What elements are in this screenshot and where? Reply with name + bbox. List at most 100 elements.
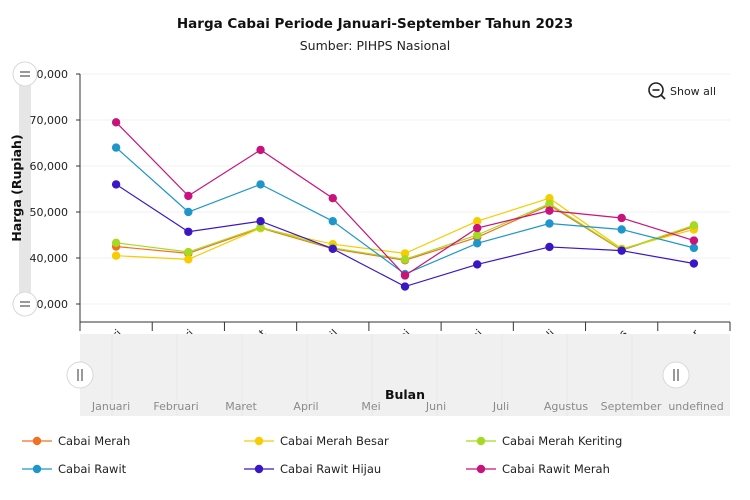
navigator-handle-icon xyxy=(677,369,679,381)
data-point[interactable] xyxy=(545,219,554,228)
y-tick-label: 50,000 xyxy=(30,206,69,219)
navigator-handle-icon xyxy=(673,369,675,381)
y-axis-ticks: 30,000 40,000 50,000 60,000 70,000 80,000 xyxy=(30,68,81,322)
legend-marker xyxy=(32,436,42,446)
data-point[interactable] xyxy=(545,199,554,208)
data-point[interactable] xyxy=(689,259,699,268)
data-point[interactable] xyxy=(111,251,121,260)
navigator-label: Juni xyxy=(425,400,446,413)
legend-marker xyxy=(254,464,264,474)
data-point[interactable] xyxy=(617,225,626,234)
data-point[interactable] xyxy=(184,247,193,257)
data-point[interactable] xyxy=(328,244,337,253)
legend-item[interactable]: Cabai Rawit xyxy=(22,462,127,476)
legend-label: Cabai Merah Besar xyxy=(280,434,389,448)
navigator-handle-right[interactable] xyxy=(662,361,690,389)
legend: Cabai Merah Cabai Merah Besar Cabai Merah … xyxy=(22,434,622,476)
legend-item[interactable]: Cabai Rawit Hijau xyxy=(244,462,381,476)
data-point[interactable] xyxy=(617,213,626,223)
y-tick-label: 80,000 xyxy=(30,68,69,81)
navigator-label: undefined xyxy=(668,400,723,413)
navigator-handle-icon xyxy=(81,369,83,381)
navigator-handle-left[interactable] xyxy=(66,361,94,389)
data-point[interactable] xyxy=(328,217,337,226)
slider-handle-icon xyxy=(20,75,30,77)
y-tick-label: 40,000 xyxy=(30,252,69,265)
navigator-band[interactable] xyxy=(80,334,730,416)
legend-marker xyxy=(254,436,264,446)
data-point[interactable] xyxy=(328,194,337,203)
slider-handle-icon xyxy=(20,305,30,307)
data-point[interactable] xyxy=(184,255,193,264)
zoom-out-icon xyxy=(648,82,666,100)
legend-item[interactable]: Cabai Merah Besar xyxy=(244,434,389,448)
data-point[interactable] xyxy=(689,243,699,253)
data-point[interactable] xyxy=(256,180,265,189)
data-point[interactable] xyxy=(617,246,626,255)
legend-label: Cabai Merah xyxy=(58,434,130,448)
navigator-label: Januari xyxy=(91,400,130,413)
data-point[interactable] xyxy=(256,222,265,232)
legend-marker xyxy=(476,436,486,446)
x-axis-title: Bulan xyxy=(385,387,425,402)
legend-marker xyxy=(476,464,486,474)
legend-item[interactable]: Cabai Merah xyxy=(22,434,130,448)
navigator-grid xyxy=(111,334,633,416)
chart-title: Harga Cabai Periode Januari-September Ta… xyxy=(177,16,573,32)
data-point[interactable] xyxy=(400,271,410,280)
legend-label: Cabai Rawit xyxy=(58,462,127,476)
y-tick-label: 30,000 xyxy=(30,298,69,311)
legend-marker xyxy=(32,464,42,474)
legend-label: Cabai Rawit Hijau xyxy=(280,462,381,476)
data-point[interactable] xyxy=(256,217,265,226)
data-point[interactable] xyxy=(689,221,699,230)
data-point[interactable] xyxy=(400,249,410,258)
data-point[interactable] xyxy=(400,282,410,291)
y-tick-label: 60,000 xyxy=(30,160,69,173)
data-point[interactable] xyxy=(111,118,121,127)
data-point[interactable] xyxy=(111,180,121,189)
legend-item[interactable]: Cabai Merah Keriting xyxy=(466,434,622,448)
series-cabai-rawit-hijau xyxy=(111,180,699,291)
navigator-label: September xyxy=(601,400,662,413)
data-point[interactable] xyxy=(111,238,121,248)
data-point[interactable] xyxy=(473,223,482,233)
navigator-label: Maret xyxy=(225,400,257,413)
chart-subtitle: Sumber: PIHPS Nasional xyxy=(300,38,451,53)
data-point[interactable] xyxy=(473,230,482,240)
navigator-label: Februari xyxy=(153,400,198,413)
show-all-label: Show all xyxy=(670,85,716,98)
data-point[interactable] xyxy=(545,206,554,215)
y-axis-title: Harga (Rupiah) xyxy=(9,134,24,241)
data-point[interactable] xyxy=(400,255,410,264)
y-axis-handle-bottom[interactable] xyxy=(12,291,38,317)
gridlines xyxy=(80,73,730,305)
navigator-label: Mei xyxy=(361,400,380,413)
legend-label: Cabai Merah Keriting xyxy=(502,434,622,448)
data-point[interactable] xyxy=(184,227,193,236)
show-all-button[interactable]: Show all xyxy=(644,78,724,102)
navigator-label: Juli xyxy=(492,400,509,413)
slider-handle-icon xyxy=(20,71,30,73)
data-point[interactable] xyxy=(473,217,482,226)
navigator-handle-icon xyxy=(77,369,79,381)
slider-handle-icon xyxy=(20,301,30,303)
y-tick-label: 70,000 xyxy=(30,114,69,127)
legend-item[interactable]: Cabai Rawit Merah xyxy=(466,462,610,476)
data-point[interactable] xyxy=(473,260,482,269)
navigator-label: April xyxy=(293,400,318,413)
series-layer xyxy=(111,118,699,291)
data-point[interactable] xyxy=(473,239,482,248)
series-cabai-rawit-merah xyxy=(111,118,699,280)
data-point[interactable] xyxy=(256,145,265,155)
y-axis-handle-top[interactable] xyxy=(12,61,38,87)
legend-label: Cabai Rawit Merah xyxy=(502,462,610,476)
data-point[interactable] xyxy=(184,191,193,201)
navigator-labels: Januari Februari Maret April Mei Juni Juli Agus… xyxy=(91,400,724,413)
data-point[interactable] xyxy=(689,236,699,245)
data-point[interactable] xyxy=(545,242,554,252)
y-axis-scrollbar[interactable] xyxy=(19,74,31,304)
data-point[interactable] xyxy=(111,143,121,152)
data-point[interactable] xyxy=(184,207,193,217)
